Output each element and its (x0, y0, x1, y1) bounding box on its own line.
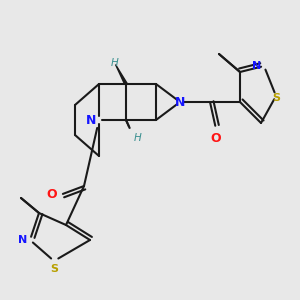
Text: S: S (50, 264, 58, 274)
Text: H: H (111, 58, 119, 68)
Polygon shape (116, 64, 128, 84)
Text: O: O (211, 132, 221, 145)
Text: N: N (85, 113, 96, 127)
Text: N: N (18, 235, 27, 245)
Text: S: S (272, 93, 280, 103)
Text: H: H (134, 134, 141, 143)
Text: N: N (175, 95, 185, 109)
Text: N: N (252, 61, 261, 71)
Text: O: O (46, 188, 57, 202)
